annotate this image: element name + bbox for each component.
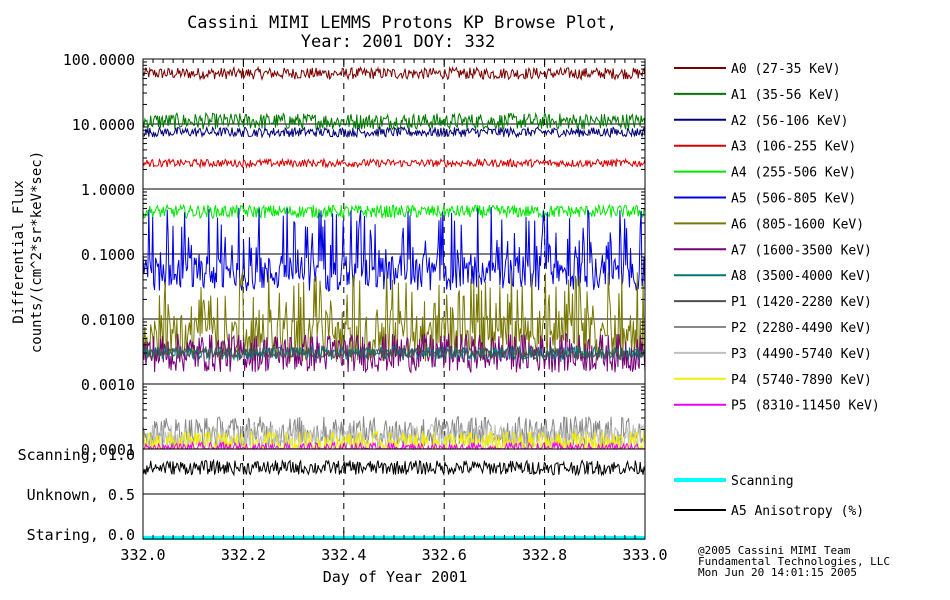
legend-label: A1 (35-56 KeV): [731, 88, 841, 103]
series-line: [142, 157, 646, 169]
lower-y-label: Scanning, 1.0: [18, 446, 135, 464]
x-tick-label: 332.8: [522, 546, 567, 564]
lower-panel-layer: [142, 458, 646, 540]
x-tick-label: 332.4: [321, 546, 366, 564]
series-line: [142, 346, 646, 360]
legend-label: P5 (8310-11450 KeV): [731, 399, 880, 414]
series-line: [143, 440, 645, 451]
legend-label: A5 (506-805 KeV): [731, 192, 856, 207]
x-tick-label: 332.2: [221, 546, 266, 564]
legend-label: P3 (4490-5740 KeV): [731, 347, 872, 362]
credit-block: @2005 Cassini MIMI Team Fundamental Tech…: [698, 544, 890, 579]
x-axis-label: Day of Year 2001: [323, 568, 468, 586]
legend-label: A0 (27-35 KeV): [731, 62, 841, 77]
legend-label: A2 (56-106 KeV): [731, 114, 848, 129]
legend-label: A8 (3500-4000 KeV): [731, 269, 872, 284]
x-tick-label: 333.0: [622, 546, 667, 564]
legend-label: P1 (1420-2280 KeV): [731, 295, 872, 310]
chart-title-line1: Cassini MIMI LEMMS Protons KP Browse Plo…: [187, 13, 617, 33]
legend-label: A5 Anisotropy (%): [731, 504, 864, 519]
legend-label: P2 (2280-4490 KeV): [731, 321, 872, 336]
axes-layer: 100.0000 10.0000 1.0000 0.1000 0.0100 0.0010 0…: [18, 51, 668, 564]
y-tick-label: 0.0010: [81, 376, 135, 394]
series-line: [142, 207, 646, 292]
y-tick-label: 0.1000: [81, 246, 135, 264]
legend-label: A4 (255-506 KeV): [731, 166, 856, 181]
y-tick-label: 0.0001: [81, 441, 135, 459]
lower-y-label: Staring, 0.0: [27, 526, 135, 544]
series-line: [142, 111, 646, 131]
legend-label: A3 (106-255 KeV): [731, 140, 856, 155]
credit-line1: @2005 Cassini MIMI Team: [698, 544, 851, 557]
legend-label: Scanning: [731, 474, 794, 489]
y-axis-label-line1: Differential Flux: [11, 180, 27, 323]
y-tick-label: 0.0100: [81, 311, 135, 329]
legend-label: A7 (1600-3500 KeV): [731, 243, 872, 258]
credit-line3: Mon Jun 20 14:01:15 2005: [698, 566, 857, 579]
legend-layer: A0 (27-35 KeV) A1 (35-56 KeV) A2 (56-106 K…: [674, 62, 880, 519]
credit-line2: Fundamental Technologies, LLC: [698, 555, 890, 568]
y-tick-label: 1.0000: [81, 181, 135, 199]
series-layer: [142, 65, 646, 451]
y-axis-label-line2: counts/(cm^2*sr*keV*sec): [29, 151, 45, 353]
y-tick-label: 10.0000: [72, 116, 135, 134]
y-tick-label: 100.0000: [63, 51, 135, 69]
anisotropy-line: [142, 458, 646, 477]
x-tick-label: 332.0: [120, 546, 165, 564]
series-line: [142, 203, 645, 220]
legend-label: P4 (5740-7890 KeV): [731, 373, 872, 388]
series-line: [142, 125, 646, 139]
series-line: [142, 65, 646, 81]
chart-title-line2: Year: 2001 DOY: 332: [301, 32, 495, 52]
x-tick-label: 332.6: [422, 546, 467, 564]
lower-y-label: Unknown, 0.5: [27, 486, 135, 504]
legend-label: A6 (805-1600 KeV): [731, 217, 864, 232]
